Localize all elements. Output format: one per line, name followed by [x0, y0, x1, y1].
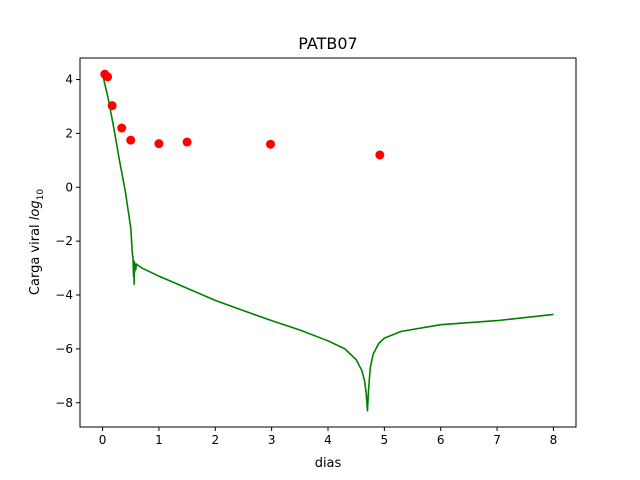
y-axis-label: Carga viral log10 [28, 189, 46, 295]
data-point [182, 137, 192, 147]
data-point [117, 123, 127, 133]
data-point [103, 72, 113, 82]
y-axis-label-subscript: 10 [36, 189, 46, 201]
x-tick-label: 0 [99, 433, 107, 447]
x-tick-label: 4 [324, 433, 332, 447]
chart-title: PATB07 [298, 34, 357, 53]
plot-area [100, 69, 554, 412]
x-tick-label: 6 [437, 433, 445, 447]
x-tick-label: 8 [550, 433, 558, 447]
x-tick-label: 5 [381, 433, 389, 447]
data-point [154, 139, 164, 149]
y-axis-label-math: log [28, 200, 43, 220]
y-tick-label: 4 [65, 73, 73, 87]
y-tick-label: 2 [65, 126, 73, 140]
x-tick-label: 2 [211, 433, 219, 447]
y-axis-label-text: Carga viral [28, 220, 43, 295]
x-tick-label: 7 [493, 433, 501, 447]
y-tick-label: −8 [55, 396, 73, 410]
x-axis-label: dias [315, 456, 342, 471]
data-point [266, 139, 276, 149]
y-tick-label: −4 [55, 288, 73, 302]
y-tick-label: −2 [55, 234, 73, 248]
series-line-1 [101, 73, 554, 412]
x-tick-label: 3 [268, 433, 276, 447]
data-point [375, 150, 385, 160]
x-axis-ticks: 0 1 2 3 4 5 6 7 8 [99, 427, 558, 447]
data-point [126, 135, 136, 145]
y-tick-label: −6 [55, 342, 73, 356]
axes-frame [79, 57, 577, 428]
data-point [107, 101, 117, 111]
x-tick-label: 1 [155, 433, 163, 447]
y-axis-ticks: −8 −6 −4 −2 0 2 4 [55, 73, 80, 410]
y-tick-label: 0 [65, 180, 73, 194]
